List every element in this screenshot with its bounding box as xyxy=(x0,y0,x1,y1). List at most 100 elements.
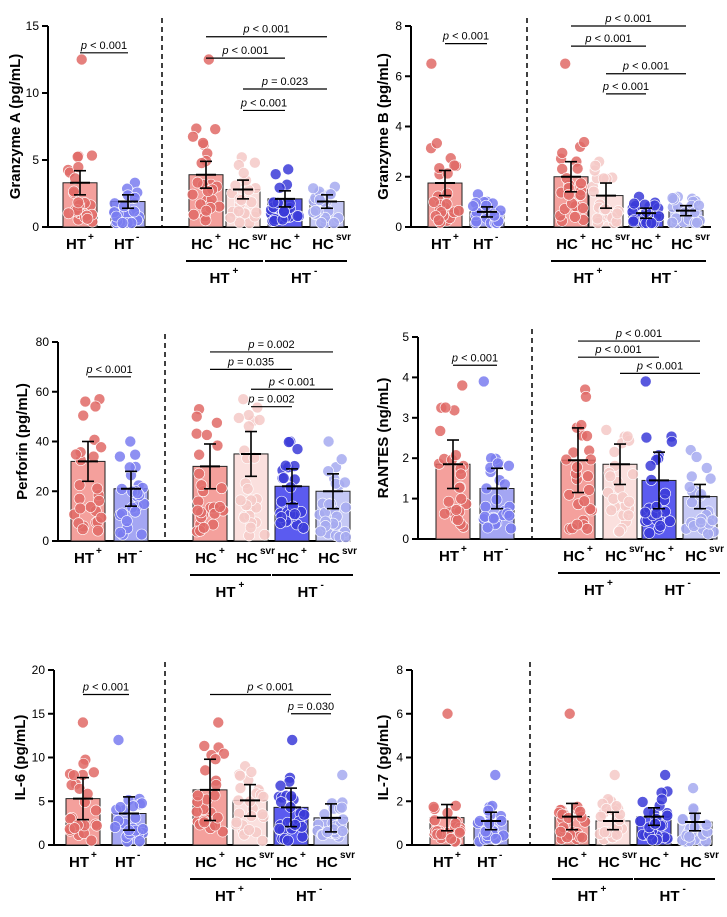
data-point xyxy=(610,800,623,812)
data-point xyxy=(622,509,635,522)
pvalue-label: p = 0.002 xyxy=(247,339,294,351)
data-point xyxy=(323,498,335,511)
x-tick-label: HC xyxy=(195,854,217,871)
data-point xyxy=(322,465,335,478)
pvalue-label: p < 0.001 xyxy=(80,40,127,52)
data-point xyxy=(230,816,243,829)
data-point xyxy=(563,707,576,720)
data-point xyxy=(613,525,626,538)
y-tick-label: 1 xyxy=(402,492,409,506)
data-point xyxy=(93,495,105,507)
data-point xyxy=(112,734,125,746)
group-label: HT xyxy=(215,888,235,905)
data-point xyxy=(129,505,142,518)
x-tick-sup: + xyxy=(455,850,461,861)
data-point xyxy=(275,495,288,508)
data-point xyxy=(581,522,594,535)
data-point xyxy=(116,217,129,229)
x-tick-label: HC xyxy=(195,550,217,567)
data-point xyxy=(640,431,653,444)
group-sup: - xyxy=(688,578,691,589)
x-tick-label: HT xyxy=(66,236,86,253)
data-point xyxy=(211,439,224,452)
data-point xyxy=(190,427,203,440)
group-sup: + xyxy=(233,266,239,277)
data-point xyxy=(187,208,200,221)
x-tick-label: HT xyxy=(74,550,94,567)
y-tick-label: 20 xyxy=(32,663,46,677)
data-point xyxy=(244,521,257,534)
data-point xyxy=(77,716,89,729)
data-point xyxy=(229,179,242,192)
data-point xyxy=(628,197,640,210)
data-point xyxy=(581,430,593,442)
data-point xyxy=(256,808,269,821)
data-point xyxy=(598,826,611,838)
data-point xyxy=(86,149,98,162)
data-point xyxy=(567,446,580,459)
data-point xyxy=(297,522,310,534)
y-tick-label: 6 xyxy=(396,707,403,721)
x-tick-label: HC xyxy=(591,236,613,253)
data-point xyxy=(114,801,127,813)
y-axis-label: IL-7 (pg/mL) xyxy=(375,715,392,801)
y-axis-label: Granzyme B (pg/mL) xyxy=(375,53,392,200)
data-point xyxy=(439,401,452,414)
y-tick-label: 0 xyxy=(396,838,403,852)
data-point xyxy=(129,811,142,824)
y-tick-label: 5 xyxy=(38,794,45,808)
data-point xyxy=(450,504,463,516)
pvalue-label: p < 0.001 xyxy=(602,81,649,93)
x-tick-sup: + xyxy=(219,546,225,557)
data-point xyxy=(250,206,263,219)
data-point xyxy=(114,526,127,539)
data-point xyxy=(702,527,714,540)
data-point xyxy=(274,517,287,529)
x-tick-sup: + xyxy=(215,232,221,243)
data-point xyxy=(84,501,97,513)
data-point xyxy=(243,420,255,433)
y-tick-label: 60 xyxy=(36,385,50,399)
data-point xyxy=(482,804,495,817)
x-tick-sup: svr xyxy=(629,544,644,555)
data-point xyxy=(490,832,502,845)
y-tick-label: 4 xyxy=(396,751,403,765)
data-point xyxy=(706,514,719,527)
x-tick-sup: + xyxy=(581,850,587,861)
data-point xyxy=(190,410,203,423)
data-point xyxy=(79,395,92,408)
group-sup: - xyxy=(314,266,317,277)
data-point xyxy=(307,182,320,195)
pvalue-label: p < 0.001 xyxy=(221,45,268,57)
data-point xyxy=(578,495,591,507)
y-axis-label: Granzyme A (pg/mL) xyxy=(7,54,24,200)
x-tick-sup: - xyxy=(139,546,142,557)
data-point xyxy=(442,495,455,508)
data-point xyxy=(282,163,294,176)
pvalue-label: p < 0.001 xyxy=(240,97,287,109)
data-point xyxy=(291,443,304,455)
data-point xyxy=(608,446,621,458)
data-point xyxy=(257,791,270,803)
data-point xyxy=(195,479,208,491)
data-point xyxy=(191,504,204,517)
x-tick-sup: svr xyxy=(695,232,710,243)
pvalue-label: p = 0.030 xyxy=(287,701,334,713)
group-label: HT xyxy=(651,270,671,287)
data-point xyxy=(589,159,602,172)
data-point xyxy=(234,782,247,794)
data-point xyxy=(489,769,502,781)
data-point xyxy=(645,217,658,229)
x-tick-sup: + xyxy=(580,232,586,243)
data-point xyxy=(634,815,647,827)
y-axis-label: Perforin (pg/mL) xyxy=(14,383,31,500)
data-point xyxy=(90,819,103,832)
y-tick-label: 2 xyxy=(395,170,402,184)
x-tick-sup: svr xyxy=(704,850,719,861)
pvalue-label: p < 0.001 xyxy=(636,360,683,372)
group-label: HT xyxy=(578,888,598,905)
x-tick-sup: + xyxy=(663,850,669,861)
data-point xyxy=(578,136,590,148)
x-tick-sup: + xyxy=(88,232,94,243)
data-point xyxy=(193,467,205,480)
